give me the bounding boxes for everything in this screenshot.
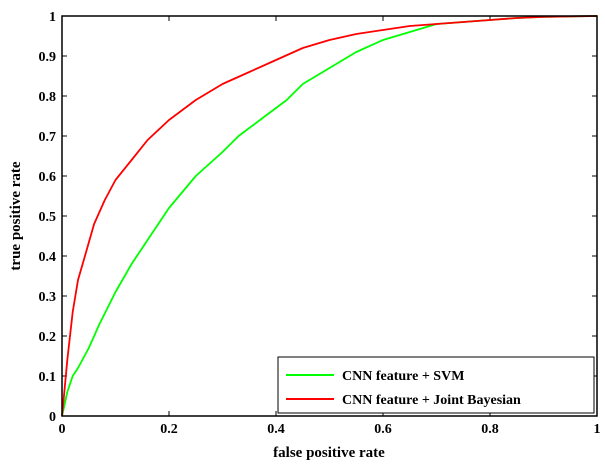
y-tick-label: 0.8 (39, 90, 57, 105)
y-tick-label: 0.4 (39, 250, 57, 265)
axis-ticks: 0 0.2 0.4 0.6 0.8 1 0 0.1 0.2 0.3 0.4 0.5 0.6 0.7 0.8 0… (39, 10, 601, 437)
x-tick-label: 0.4 (267, 422, 285, 437)
x-tick-label: 0.8 (481, 422, 499, 437)
x-tick-label: 1 (594, 422, 601, 437)
legend-label-2: CNN feature + Joint Bayesian (342, 393, 521, 408)
plot-background (62, 16, 597, 416)
series-line-2 (61, 15, 598, 417)
y-tick-label: 0.2 (39, 330, 57, 345)
legend-label-1: CNN feature + SVM (342, 369, 464, 384)
x-tick-label: 0 (59, 422, 66, 437)
y-tick-label: 0.6 (39, 170, 57, 185)
y-tick-label: 0.9 (39, 50, 57, 65)
y-tick-label: 0 (49, 410, 56, 425)
y-tick-label: 1 (49, 10, 56, 25)
y-axis-label: true positive rate (8, 161, 24, 270)
series-lines (61, 15, 598, 417)
plot-frame (61, 15, 598, 417)
y-tick-label: 0.1 (39, 370, 57, 385)
x-tick-label: 0.2 (160, 422, 178, 437)
y-tick-label: 0.3 (39, 290, 57, 305)
y-tick-label: 0.5 (39, 210, 57, 225)
y-tick-label: 0.7 (39, 130, 57, 145)
legend-box (277, 356, 595, 414)
x-tick-label: 0.6 (374, 422, 392, 437)
legend: CNN feature + SVM CNN feature + Joint Bay… (277, 356, 595, 414)
x-axis-label: false positive rate (273, 445, 385, 461)
